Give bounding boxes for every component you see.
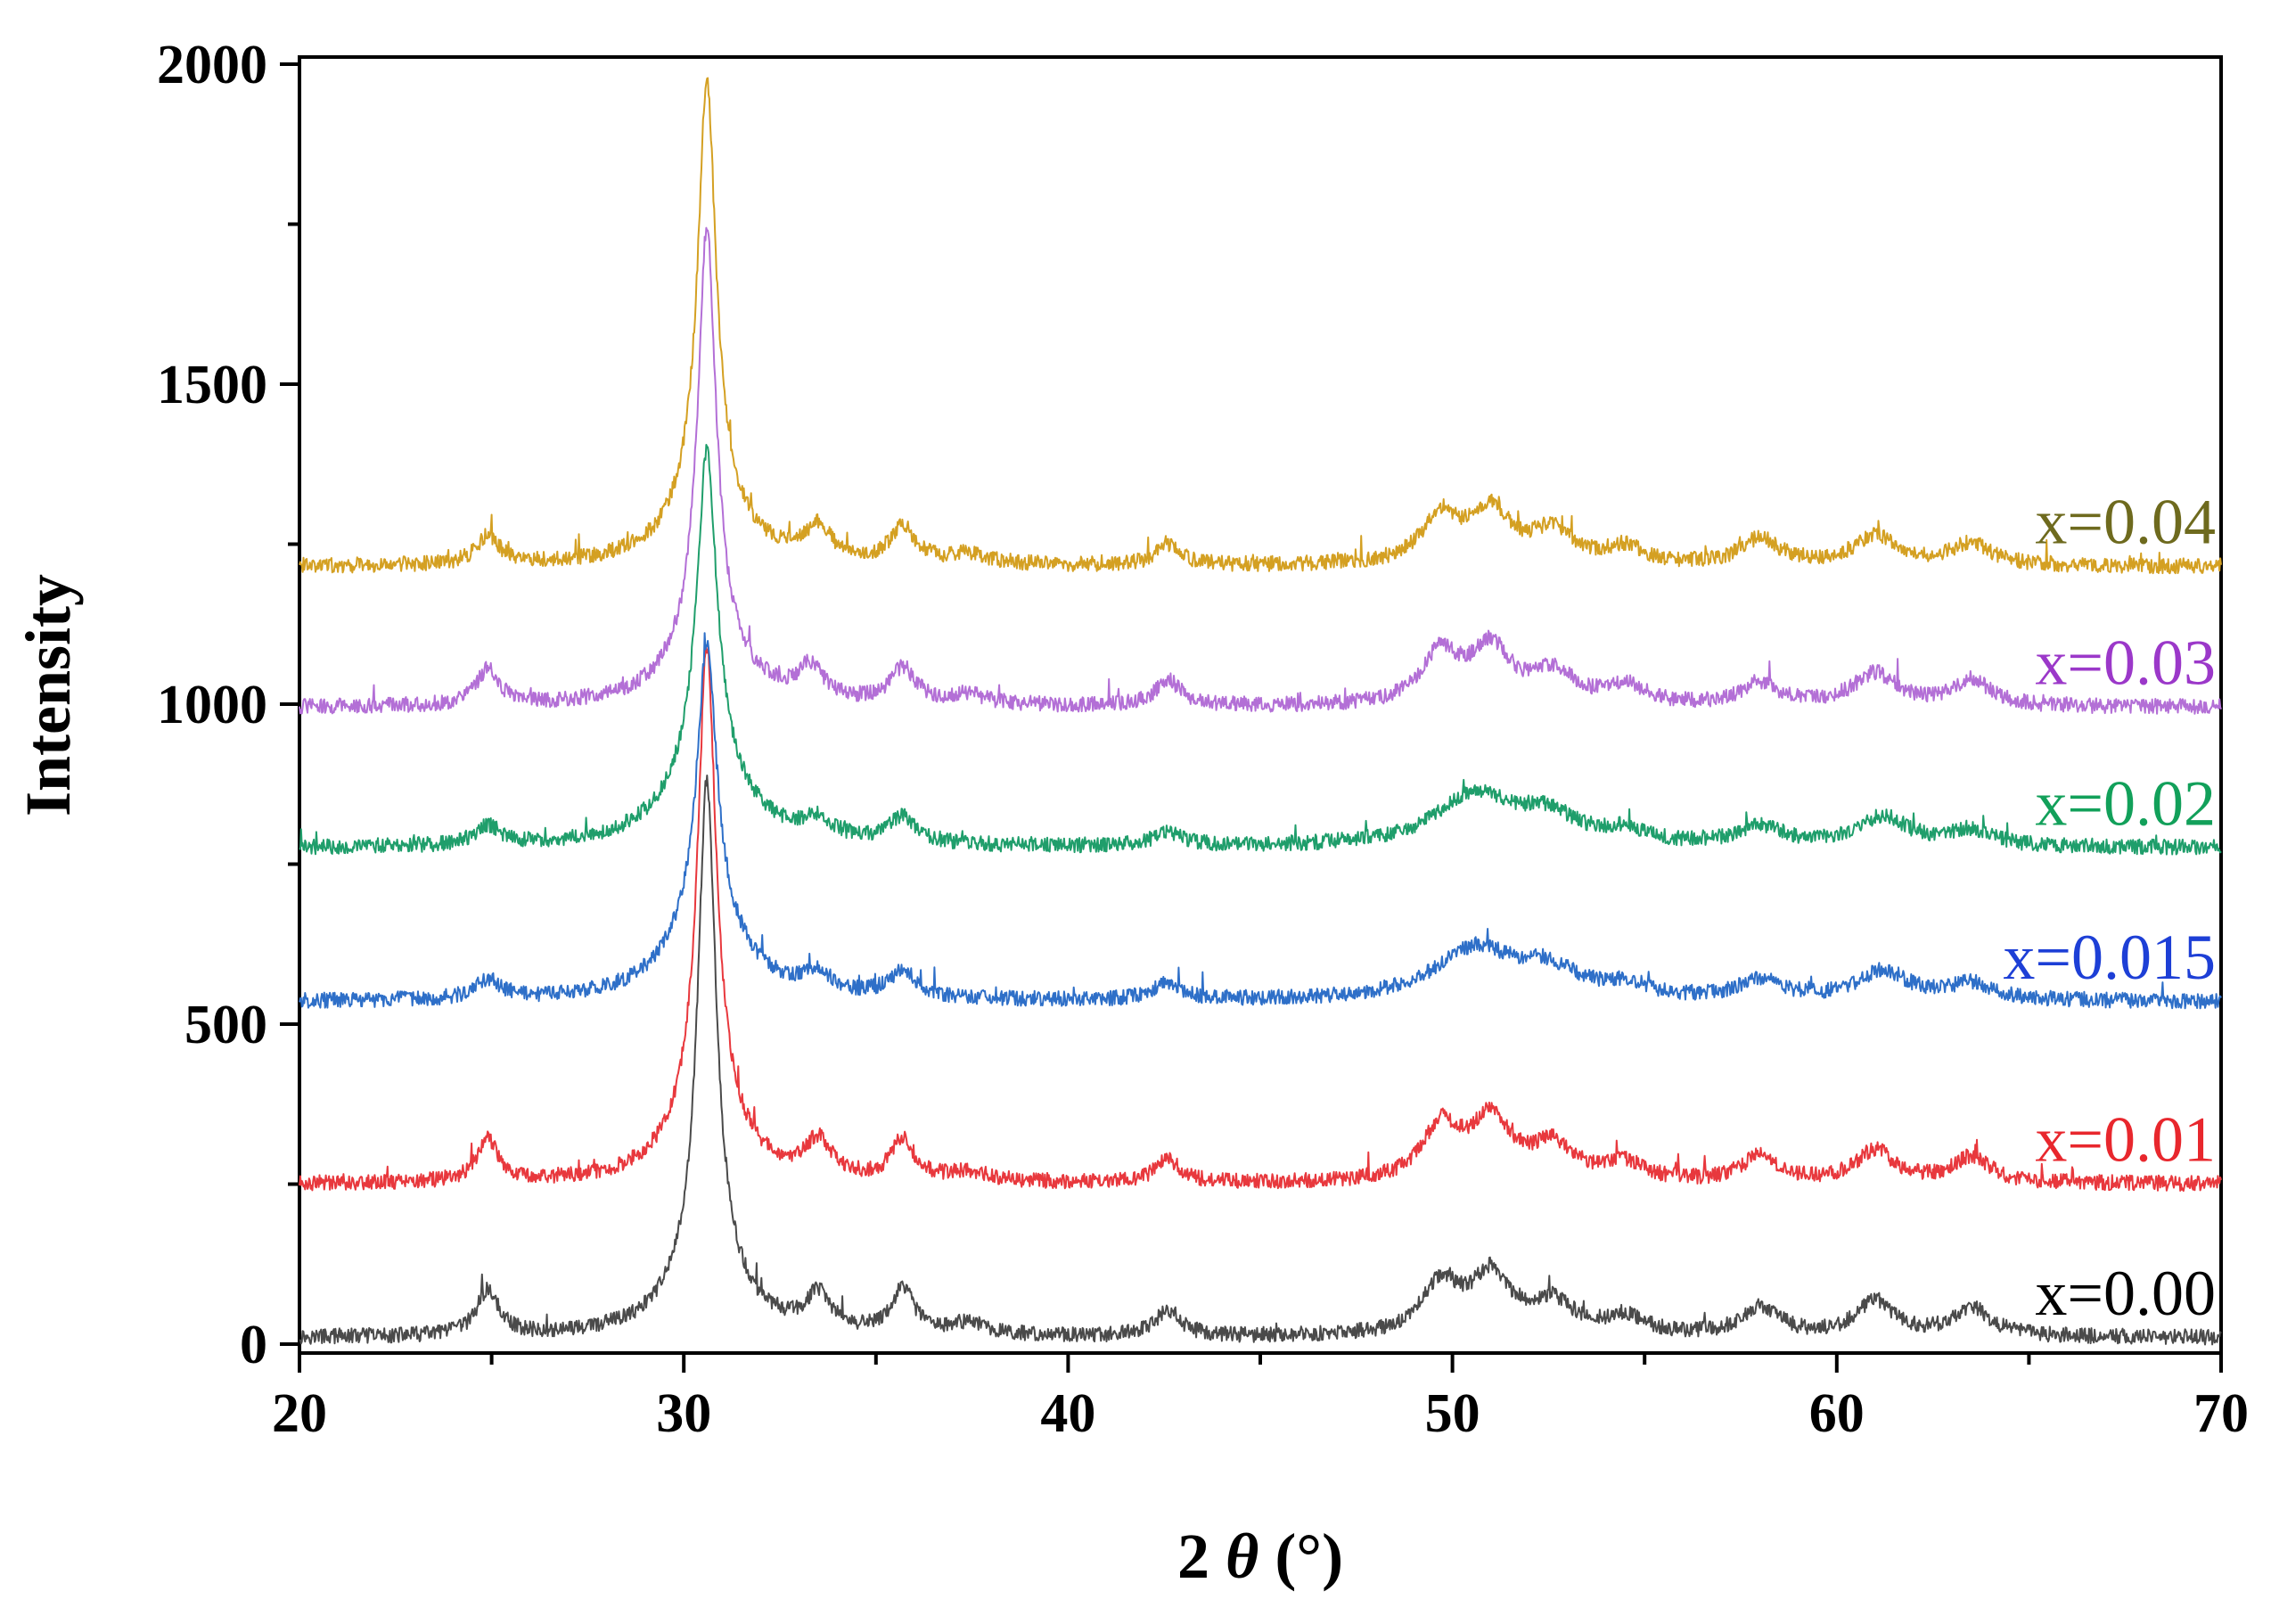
series-line [299, 775, 2222, 1346]
y-tick-label: 500 [184, 995, 267, 1055]
x-axis-title-theta: θ [1226, 1521, 1258, 1592]
y-tick-label: 1000 [157, 675, 267, 735]
series-label: x=0.015 [2003, 922, 2216, 993]
y-axis: 0 500 1000 1500 2000 [157, 35, 299, 1375]
x-axis-title: 2 θ (°) [1177, 1521, 1343, 1592]
series-label: x=0.04 [2035, 487, 2216, 558]
y-axis-title: Intensity [12, 574, 84, 816]
series-line [299, 444, 2222, 856]
series-line [299, 77, 2222, 575]
y-tick-label: 0 [240, 1315, 267, 1375]
x-tick-label: 40 [1040, 1383, 1095, 1444]
plot-frame [298, 55, 2223, 1355]
x-tick-label: 70 [2193, 1383, 2249, 1444]
x-tick-label: 20 [272, 1383, 327, 1444]
series-line [299, 632, 2222, 1010]
series-traces [299, 77, 2222, 1346]
y-tick-label: 1500 [157, 355, 267, 415]
series-label: x=0.03 [2035, 627, 2216, 699]
x-tick-label: 60 [1809, 1383, 1865, 1444]
x-axis-title-suffix: (°) [1258, 1521, 1343, 1592]
y-tick-label: 2000 [157, 35, 267, 95]
series-label: x=0.01 [2035, 1104, 2216, 1176]
x-tick-label: 30 [656, 1383, 711, 1444]
x-axis: 20 30 40 50 60 70 [272, 1353, 2249, 1444]
series-label: x=0.02 [2035, 768, 2216, 840]
series-line [299, 226, 2222, 715]
x-tick-label: 50 [1425, 1383, 1480, 1444]
x-axis-title-prefix: 2 [1177, 1521, 1226, 1592]
series-labels: x=0.00 x=0.01 x=0.015 x=0.02 x=0.03 x=0.04 [2003, 487, 2216, 1329]
series-line [299, 645, 2222, 1193]
series-label: x=0.00 [2035, 1258, 2216, 1329]
